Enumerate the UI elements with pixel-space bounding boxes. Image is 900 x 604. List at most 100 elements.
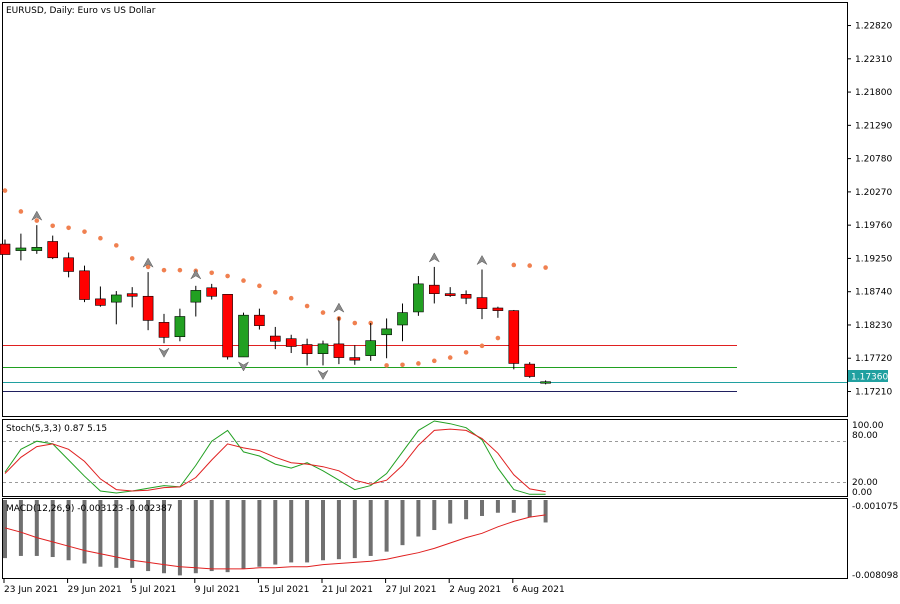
candle [397, 303, 408, 342]
sar-dot [352, 320, 358, 326]
candle [492, 306, 504, 318]
candle-body [508, 310, 520, 364]
macd-axis-label-top: -0.001075 [852, 502, 898, 512]
time-tick-label: 21 Jul 2021 [322, 585, 373, 595]
candle-body [174, 316, 186, 338]
fractal-up-arrow [190, 269, 202, 280]
candle [79, 265, 90, 303]
macd-histogram-bar [305, 500, 310, 563]
candle-body [0, 243, 11, 255]
price-tick-label: 1.21290 [855, 121, 892, 131]
sar-dot [209, 270, 214, 276]
macd-pane-frame [2, 498, 848, 579]
candle [540, 380, 551, 385]
price-tick-label: 1.21800 [855, 88, 892, 98]
fractal-down-arrow [237, 361, 250, 372]
current-price-label-bg [848, 370, 888, 382]
candle-body [365, 340, 377, 356]
macd-histogram-bar [130, 500, 135, 568]
chart-title: EURUSD, Daily: Euro vs US Dollar [6, 6, 156, 16]
macd-histogram-bar [114, 500, 119, 568]
candle [285, 334, 297, 354]
sar-dot [18, 209, 24, 214]
candle [142, 272, 154, 331]
candle-body [317, 343, 329, 354]
candle-body [15, 247, 27, 251]
candle [428, 266, 440, 304]
sar-dot [34, 218, 40, 223]
time-tick-label: 6 Aug 2021 [513, 585, 565, 595]
sar-dot [161, 267, 167, 273]
price-tick-label: 1.20780 [855, 155, 892, 165]
price-tick-label: 1.22310 [855, 55, 892, 65]
macd-histogram-bar [400, 500, 405, 546]
price-tick-label: 1.20270 [855, 188, 892, 198]
sar-dot [66, 225, 71, 231]
macd-histogram-bar [162, 500, 166, 574]
macd-histogram-bar [18, 500, 23, 556]
candle [317, 340, 329, 366]
candle-body [254, 314, 265, 326]
fractal-up-arrow [142, 257, 154, 268]
sar-dot [320, 310, 326, 315]
candle-body [238, 314, 249, 358]
candle-body [31, 247, 43, 251]
fractal-up-arrow [428, 252, 440, 263]
candle [0, 239, 11, 255]
macd-histogram-bar [289, 500, 294, 563]
macd-histogram-bar [543, 500, 548, 523]
parabolic-sar-dots [2, 188, 548, 368]
candle-body [397, 312, 408, 326]
candle-body [95, 298, 106, 306]
stoch-main-line [4, 420, 546, 495]
horizontal-lines [3, 345, 847, 392]
candle-body [63, 257, 74, 272]
sar-dot [50, 223, 55, 229]
sar-dot [114, 243, 119, 248]
fractal-up-arrow [333, 302, 345, 313]
stoch-axis-label-0: 0.00 [852, 488, 872, 498]
candle-body [428, 284, 440, 294]
macd-histogram-bar [416, 500, 421, 537]
macd-histogram-bar [464, 500, 469, 520]
sar-dot [447, 355, 453, 360]
sar-dot [495, 335, 501, 341]
candle-body [413, 283, 424, 313]
macd-histogram-bar [82, 500, 87, 564]
macd-histogram-bar [209, 500, 214, 572]
macd-histogram-bar [66, 500, 71, 561]
candle [174, 308, 186, 342]
candle-body [349, 357, 361, 361]
time-tick-label: 29 Jun 2021 [68, 585, 122, 595]
macd-histogram-bar [193, 500, 198, 574]
sar-dot [416, 361, 421, 366]
candle [269, 326, 281, 350]
price-axis: 1.22820 1.22310 1.21800 1.21290 1.20780 1.202… [847, 22, 892, 398]
macd-histogram-bar [98, 500, 103, 567]
candle-body [476, 297, 488, 309]
macd-histogram-bar [336, 500, 341, 560]
macd-histogram-bar [146, 500, 151, 572]
candle-body [524, 363, 536, 377]
candle-body [111, 294, 122, 303]
candle-body [158, 322, 170, 338]
candle [444, 287, 456, 297]
sar-dot [241, 278, 246, 283]
macd-histogram-bar [448, 500, 453, 524]
candle-body [222, 294, 233, 358]
fractal-down-arrow [317, 369, 329, 380]
candle [381, 318, 392, 359]
candlesticks [0, 225, 551, 385]
stoch-axis-label-100: 100.00 [852, 421, 884, 431]
stoch-signal-line [4, 428, 546, 493]
macd-histogram-bar [3, 500, 7, 559]
current-price-label: 1.17360 [851, 373, 888, 383]
candle-body [333, 343, 345, 358]
candle-body [285, 338, 297, 347]
candle [126, 287, 138, 308]
macd-histogram-bar [384, 500, 389, 552]
time-tick-label: 2 Aug 2021 [449, 585, 501, 595]
time-tick-label: 27 Jul 2021 [386, 585, 437, 595]
